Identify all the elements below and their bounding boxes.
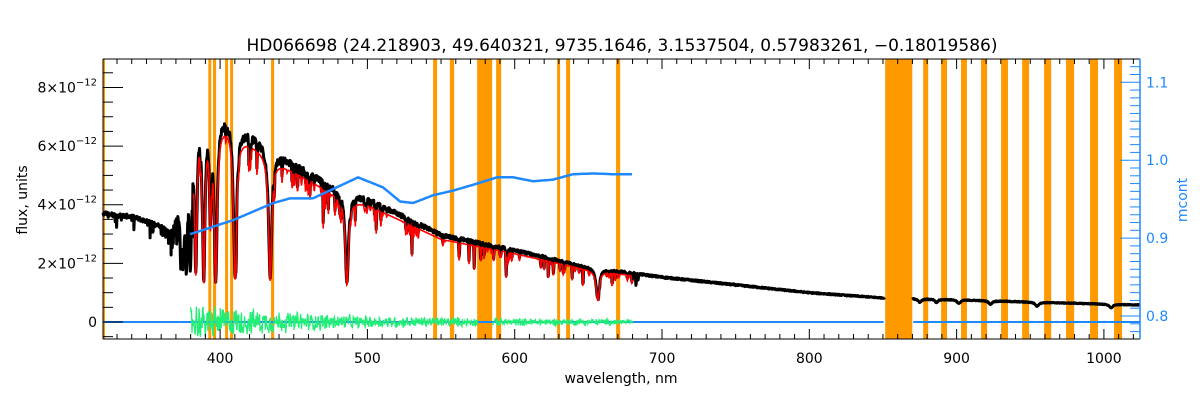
- x-tick-label: 900: [943, 351, 970, 367]
- y-tick-label: 6×10−12: [37, 136, 97, 155]
- exclusion-band: [923, 59, 929, 339]
- exclusion-band: [230, 59, 234, 339]
- y-tick-label: 8×10−12: [37, 77, 97, 96]
- x-axis-label: wavelength, nm: [565, 371, 678, 387]
- exclusion-band: [477, 59, 493, 339]
- exclusion-band: [885, 59, 913, 339]
- exclusion-band: [225, 59, 229, 339]
- exclusion-band: [1114, 59, 1123, 339]
- exclusion-band: [103, 59, 105, 339]
- exclusion-band: [941, 59, 948, 339]
- x-tick-label: 700: [649, 351, 676, 367]
- observed-spectrum: [911, 297, 1142, 310]
- exclusion-band: [566, 59, 571, 339]
- exclusion-bands: [103, 59, 1123, 339]
- y2-tick-label: 1.0: [1146, 153, 1168, 169]
- exclusion-band: [1044, 59, 1052, 339]
- x-tick-label: 400: [207, 351, 234, 367]
- exclusion-band: [1090, 59, 1099, 339]
- series-layer: [101, 122, 1142, 338]
- x-tick-label: 500: [354, 351, 381, 367]
- y-axis-label: flux, units: [15, 165, 31, 234]
- exclusion-band: [449, 59, 455, 339]
- mcont-curve: [189, 172, 632, 236]
- exclusion-band: [557, 59, 561, 339]
- residual-series: [189, 306, 479, 338]
- axes: 400 500 600 700 800 900 1000 0 2×10−12 4×10−12 6×1…: [37, 58, 1168, 367]
- exclusion-band: [616, 59, 621, 339]
- y-tick-label: 4×10−12: [37, 195, 97, 214]
- exclusion-band: [433, 59, 438, 339]
- y2-tick-label: 0.9: [1146, 231, 1168, 247]
- exclusion-band: [1066, 59, 1075, 339]
- chart-title: HD066698 (24.218903, 49.640321, 9735.164…: [247, 36, 998, 56]
- exclusion-band: [496, 59, 502, 339]
- y-tick-label: 2×10−12: [37, 253, 97, 272]
- exclusion-band: [961, 59, 967, 339]
- y2-tick-label: 0.8: [1146, 309, 1168, 325]
- residual-series: [492, 316, 634, 328]
- x-tick-label: 1000: [1086, 351, 1122, 367]
- exclusion-band: [981, 59, 988, 339]
- model-spectrum: [192, 135, 634, 302]
- x-tick-label: 600: [501, 351, 528, 367]
- exclusion-band: [1001, 59, 1009, 339]
- exclusion-band: [1022, 59, 1030, 339]
- y2-axis-label: mcont: [1175, 177, 1191, 222]
- x-tick-label: 800: [796, 351, 823, 367]
- y-tick-label: 0: [88, 315, 97, 331]
- y2-tick-label: 1.1: [1146, 75, 1168, 91]
